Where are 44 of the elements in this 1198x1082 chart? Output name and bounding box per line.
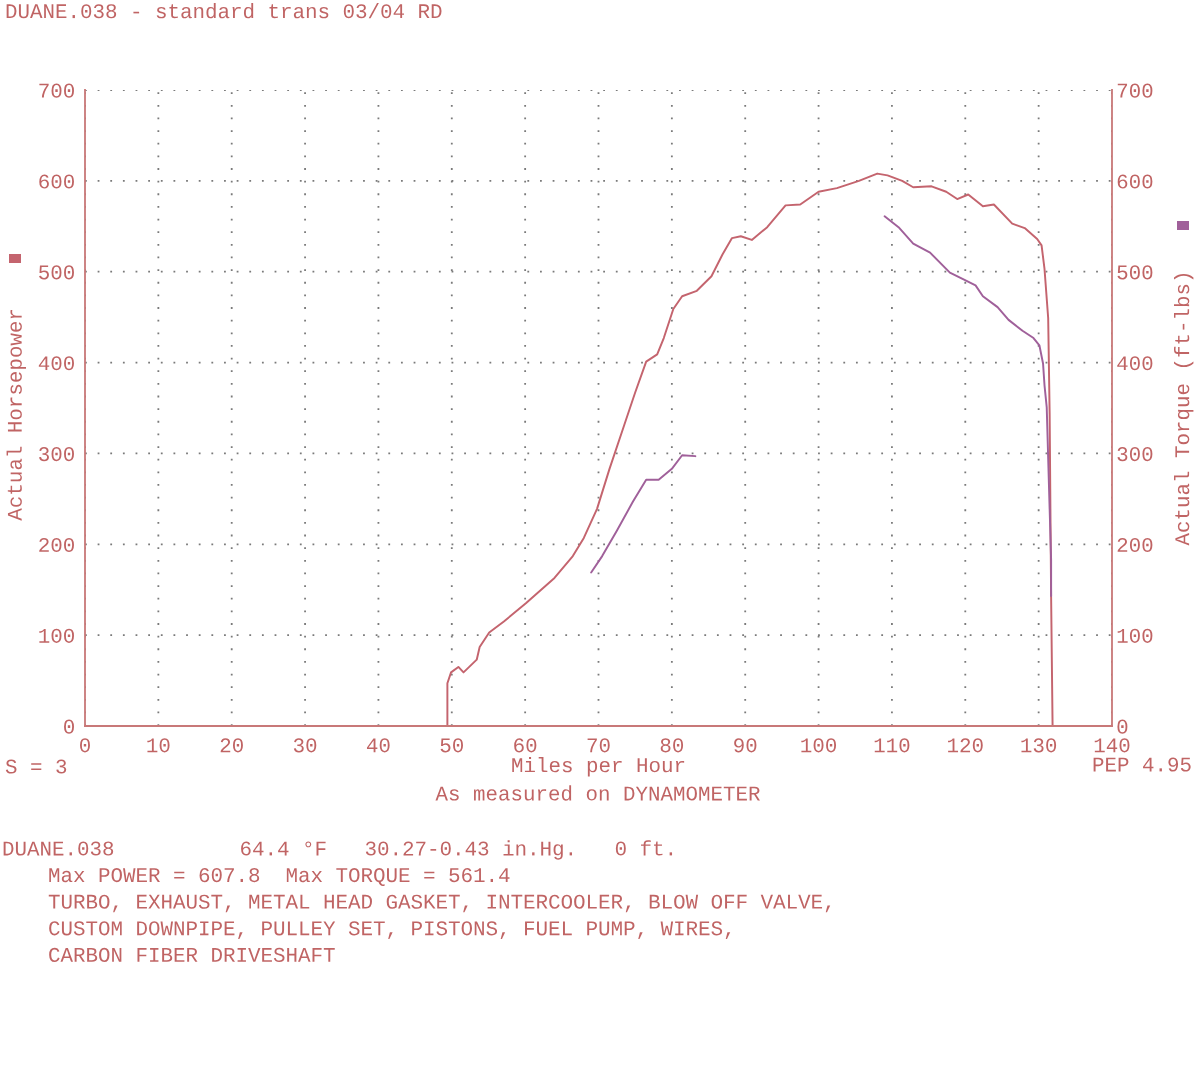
x-tick-label: 30 [293, 738, 317, 753]
x-axis-title: Miles per Hour [512, 757, 685, 777]
text: PEP 4.95 [1093, 757, 1191, 772]
x-tick-label: 60 [514, 738, 537, 753]
y-tick-label: 300 [39, 447, 74, 462]
x-tick-label: 120 [948, 738, 983, 753]
y2-tick-label: 400 [1117, 356, 1153, 371]
text: CARBON FIBER DRIVESHAFT [49, 947, 335, 962]
y2-tick-label: 700 [1117, 83, 1153, 98]
y-tick-label: 600 [39, 174, 74, 189]
y2-tick-label: 200 [1117, 537, 1153, 553]
y2-tick-label: 300 [1117, 447, 1153, 462]
text: Max POWER = 607.8 Max TORQUE = 561.4 [49, 868, 510, 886]
x-tick-label: 20 [220, 738, 243, 753]
y-tick-label: 200 [39, 537, 74, 553]
y-tick-label: 700 [39, 83, 74, 98]
chart-title: DUANE.038 - standard trans 03/04 RD [6, 3, 442, 19]
y2-tick-label: 500 [1117, 265, 1153, 280]
x-tick-label: 130 [1021, 738, 1057, 753]
y-tick-label: 0 [64, 719, 74, 734]
x-tick-label: 140 [1094, 738, 1130, 753]
text: CUSTOM DOWNPIPE, PULLEY SET, PISTONS, FUEL PUMP, WIRES, [49, 921, 731, 939]
text: S = 3 [5, 759, 67, 774]
x-tick-label: 110 [874, 738, 910, 753]
y-axis-title: Actual Horsepower [6, 309, 26, 521]
x-tick-label: 40 [366, 738, 390, 753]
y2-tick-label: 0 [1117, 719, 1128, 734]
x-tick-label: 90 [734, 738, 757, 753]
y2-tick-label: 100 [1117, 628, 1153, 643]
line-series [446, 172, 1054, 726]
x-tick-label: 80 [660, 738, 684, 753]
x-tick-label: 100 [801, 738, 837, 753]
y-tick-label: 400 [38, 356, 74, 371]
y2-tick-label: 600 [1117, 174, 1153, 189]
x-tick-label: 70 [587, 738, 610, 753]
x-tick-label: 0 [80, 738, 90, 753]
y-tick-label: 500 [39, 265, 74, 280]
text: TURBO, EXHAUST, METAL HEAD GASKET, INTERCOOLER, BLOW OFF VALVE, [48, 894, 831, 913]
y2-axis-title: Actual Torque (ft-lbs) [1174, 273, 1194, 546]
y-tick-label: 100 [39, 628, 74, 643]
x-tick-label: 50 [440, 738, 464, 753]
text: As measured on DYNAMOMETER [435, 785, 760, 801]
x-tick-label: 10 [147, 738, 170, 753]
text: DUANE.038 64.4 °F 30.27-0.43 in.Hg. 0 ft. [3, 840, 673, 860]
